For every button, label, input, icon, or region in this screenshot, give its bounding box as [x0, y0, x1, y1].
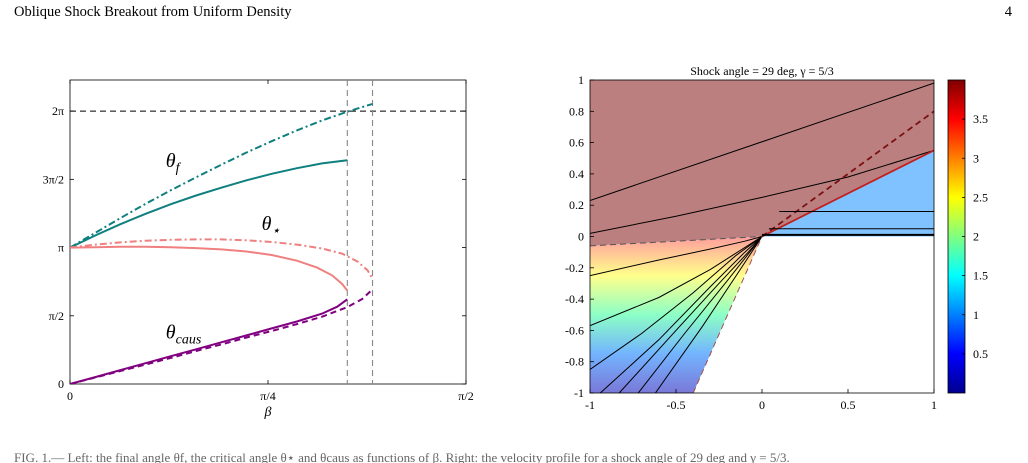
right-plot-area	[590, 80, 934, 393]
left-chart: 0 π/4 π/2 0 π/2 π 3π/2 2π β θf θ⋆ θcaus	[43, 79, 474, 420]
contour-line	[761, 149, 934, 238]
left-x-axis-label: β	[264, 405, 272, 420]
right-x-tick-label: 0.5	[841, 398, 856, 412]
contour-line	[590, 236, 763, 277]
right-y-tick-label: 0.4	[569, 167, 584, 181]
right-x-tick-label: -0.5	[667, 398, 686, 412]
figure-caption: FIG. 1.— Left: the final angle θf, the c…	[14, 450, 790, 463]
contour-line	[590, 82, 934, 201]
contour-line	[637, 236, 763, 393]
page-number: 4	[1004, 4, 1012, 20]
right-x-tick-label: 0	[759, 398, 765, 412]
right-y-tick-label: 0.6	[569, 136, 584, 150]
contour-line	[618, 236, 763, 393]
curve-annotation: θcaus	[166, 321, 202, 347]
contour-line	[590, 236, 763, 327]
colorbar-tick-label: 2.5	[973, 190, 988, 204]
left-plot-frame	[69, 79, 467, 385]
colorbar-tick-label: 0.5	[973, 347, 988, 361]
curve-annotation: θ⋆	[262, 213, 281, 239]
right-y-tick-label: 1	[578, 73, 584, 87]
region-upstream	[590, 80, 934, 246]
left-x-tick-label: π/2	[458, 389, 473, 403]
series-line	[70, 288, 374, 384]
colorbar-tick-label: 1	[973, 308, 979, 322]
left-y-tick-label: 2π	[52, 104, 64, 118]
left-x-tick-label: π/4	[260, 389, 275, 403]
right-y-tick-label: -1	[574, 386, 584, 400]
region-fan	[590, 236, 762, 393]
right-y-tick-label: -0.6	[565, 323, 584, 337]
colorbar-tick-label: 3.5	[973, 112, 988, 126]
right-y-tick-label: 0.2	[569, 198, 584, 212]
curve-annotation: θf	[166, 150, 182, 176]
right-y-tick-label: 0	[578, 230, 584, 244]
left-plot-area	[70, 80, 466, 384]
right-x-tick-label: 1	[931, 398, 937, 412]
contour-line	[590, 149, 934, 234]
right-y-tick-label: -0.2	[565, 261, 584, 275]
contour-line	[590, 236, 763, 370]
colorbar-tick-label: 3	[973, 151, 979, 165]
colorbar-tick-label: 2	[973, 230, 979, 244]
contour-line	[761, 110, 934, 238]
right-chart: -1 -0.5 0 0.5 1 1 0.8 0.6 0.4 0.2 0 -0.2 -0.4 -0.6 -0.…	[565, 64, 988, 412]
left-y-tick-label: π	[58, 241, 64, 255]
contour-line	[654, 236, 763, 393]
left-x-tick-label: 0	[67, 389, 73, 403]
left-y-tick-label: π/2	[49, 309, 64, 323]
series-line	[70, 159, 348, 249]
series-line	[70, 245, 349, 292]
right-chart-title: Shock angle = 29 deg, γ = 5/3	[690, 64, 833, 78]
right-y-tick-label: -0.8	[565, 355, 584, 369]
contour-line	[692, 236, 763, 393]
colorbar-tick-label: 1.5	[973, 269, 988, 283]
contour-line	[599, 236, 763, 393]
series-line	[70, 238, 374, 280]
running-header-title: Oblique Shock Breakout from Uniform Dens…	[14, 4, 292, 20]
right-x-tick-label: -1	[585, 398, 595, 412]
left-y-tick-label: 3π/2	[43, 172, 64, 186]
right-y-tick-label: -0.4	[565, 292, 584, 306]
right-y-tick-label: 0.8	[569, 104, 584, 118]
left-y-tick-label: 0	[58, 377, 64, 391]
contour-line	[590, 236, 763, 247]
figure-canvas: 0 π/4 π/2 0 π/2 π 3π/2 2π β θf θ⋆ θcaus -1 -0.5 0 0.5 1…	[43, 64, 988, 420]
